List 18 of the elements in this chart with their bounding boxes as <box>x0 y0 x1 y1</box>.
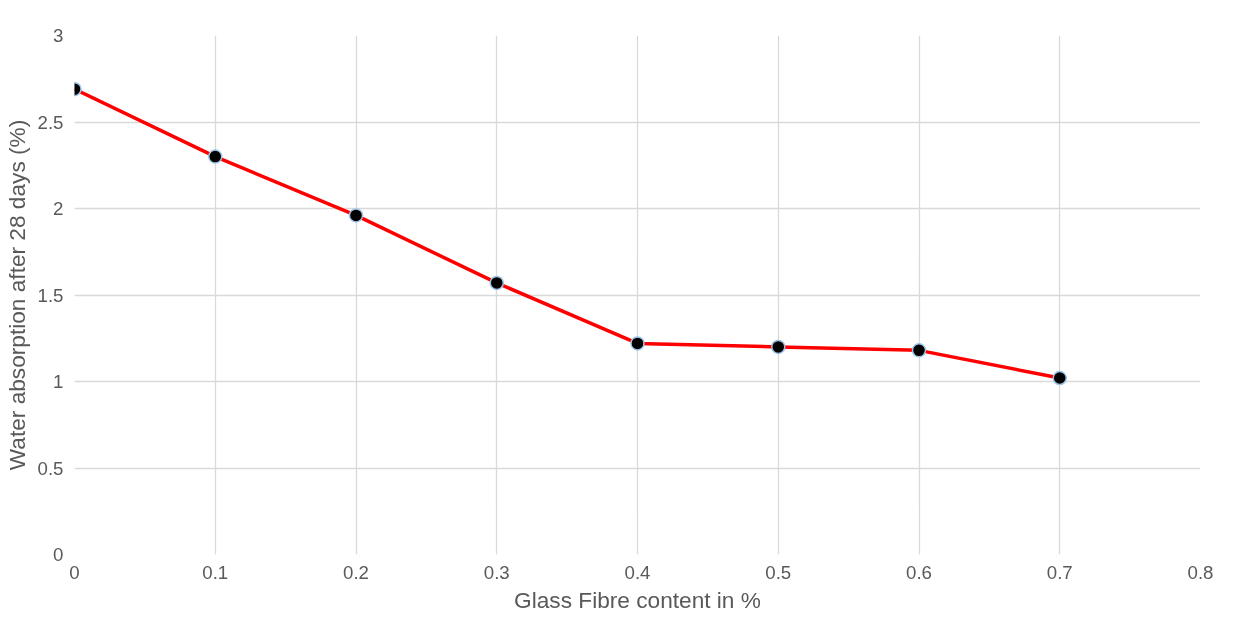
x-axis-title: Glass Fibre content in % <box>514 586 761 613</box>
x-tick-label: 0 <box>69 561 80 583</box>
x-tick-label: 0.4 <box>624 561 651 583</box>
y-tick-label: 0.5 <box>37 457 64 479</box>
y-tick-label: 2.5 <box>37 111 64 133</box>
y-axis-title: Water absorption after 28 days (%) <box>3 119 30 471</box>
y-tick-label: 1.5 <box>37 284 64 306</box>
y-tick-label: 2 <box>53 198 64 219</box>
y-tick-label: 3 <box>53 25 64 46</box>
x-tick-label: 0.3 <box>483 561 510 583</box>
x-tick-label: 0.6 <box>906 561 932 583</box>
x-tick-label: 0.2 <box>343 561 369 583</box>
x-tick-label: 0.8 <box>1187 561 1214 583</box>
x-tick-label: 0.5 <box>765 561 792 583</box>
x-tick-label: 0.1 <box>202 561 229 583</box>
y-tick-label: 0 <box>53 544 64 565</box>
x-tick-label: 0.7 <box>1046 561 1073 583</box>
y-tick-label: 1 <box>53 371 64 392</box>
